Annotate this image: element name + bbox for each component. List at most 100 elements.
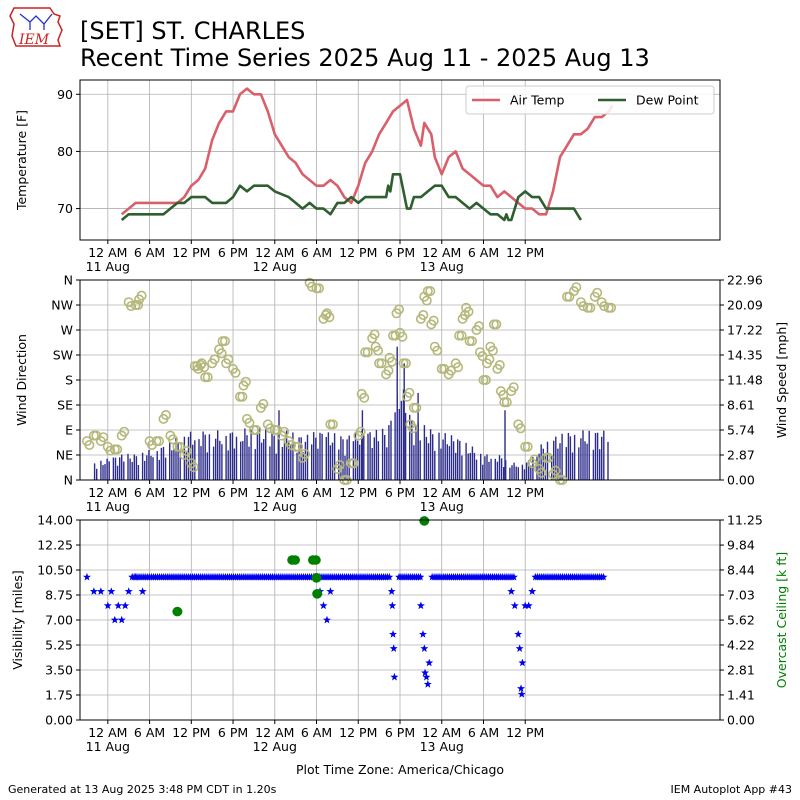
- visibility-point: [507, 587, 516, 595]
- y-tick-label: SE: [57, 398, 73, 413]
- wind-speed-bar: [242, 441, 244, 480]
- visibility-point: [96, 587, 105, 595]
- x-tick-label: 12 AM: [255, 485, 294, 500]
- wind-speed-bar: [455, 452, 457, 480]
- wind-speed-bar: [185, 452, 188, 480]
- x-tick-date: 13 Aug: [420, 739, 464, 754]
- wind-direction-point: [487, 345, 498, 356]
- wind-direction-point: [334, 459, 345, 470]
- y-tick-label: S: [65, 373, 73, 388]
- wind-speed-bar: [400, 400, 403, 480]
- wind-direction-point: [418, 309, 429, 320]
- wind-speed-bar: [490, 458, 492, 480]
- wind-speed-bar: [521, 464, 524, 480]
- x-tick-label: 12 PM: [172, 725, 210, 740]
- wind-speed-bar: [123, 461, 125, 480]
- y2-tick-label: 8.44: [727, 562, 755, 577]
- y2-tick-label: 11.25: [727, 513, 763, 528]
- wind-speed-bar: [212, 446, 215, 480]
- wind-speed-bar: [302, 452, 304, 480]
- y-axis-label: Temperature [F]: [14, 110, 29, 211]
- wind-direction-point: [466, 336, 477, 347]
- wind-speed-bar: [311, 444, 313, 480]
- visibility-point: [107, 587, 116, 595]
- x-tick-label: 6 AM: [134, 245, 165, 260]
- wind-direction-points: [82, 277, 617, 485]
- wind-speed-bar: [258, 428, 261, 480]
- wind-direction-point: [376, 358, 387, 369]
- x-tick-date: 12 Aug: [253, 259, 297, 274]
- y-tick-label: 5.25: [45, 638, 73, 653]
- wind-speed-bar: [235, 436, 238, 480]
- x-tick-date: 11 Aug: [86, 739, 130, 754]
- visibility-point: [124, 587, 133, 595]
- visibility-point: [121, 601, 130, 610]
- wind-speed-bar: [340, 436, 342, 480]
- timezone-label: Plot Time Zone: America/Chicago: [295, 762, 505, 777]
- y-tick-label: 0.00: [45, 713, 73, 728]
- visibility-point: [510, 601, 519, 610]
- wind-direction-point: [258, 398, 269, 409]
- app-credit: IEM Autoplot App #43: [670, 783, 793, 796]
- wind-direction-point: [136, 290, 147, 301]
- visibility-point: [419, 630, 427, 638]
- y-tick-label: 90: [57, 87, 73, 102]
- x-tick-label: 6 AM: [468, 245, 499, 260]
- wind-speed-bar: [503, 467, 505, 480]
- station-network-icon: [19, 13, 53, 30]
- y2-tick-label: 20.09: [727, 298, 763, 313]
- wind-speed-bar: [263, 439, 265, 480]
- wind-speed-bar: [384, 435, 386, 480]
- wind-speed-bar: [363, 435, 365, 480]
- wind-direction-point: [536, 467, 547, 478]
- x-tick-date: 12 Aug: [253, 499, 297, 514]
- wind-speed-bar: [367, 433, 369, 480]
- chart-title-line-2: Recent Time Series 2025 Aug 11 - 2025 Au…: [80, 44, 650, 72]
- y2-tick-label: 9.84: [727, 538, 755, 553]
- wind-speed-bar: [281, 446, 284, 480]
- visibility-point: [388, 601, 397, 610]
- wind-speed-bar: [398, 409, 400, 480]
- y-tick-label: 70: [57, 201, 73, 216]
- visibility-point: [89, 587, 98, 595]
- wind-speed-bar: [505, 460, 507, 480]
- x-tick-label: 12 PM: [339, 485, 377, 500]
- wind-direction-point: [484, 354, 495, 365]
- wind-direction-point: [220, 336, 231, 347]
- wind-direction-point: [216, 348, 227, 359]
- ceiling-points: [172, 516, 430, 617]
- wind-direction-point: [393, 304, 404, 315]
- wind-direction-point: [400, 358, 411, 369]
- wind-direction-point: [501, 397, 512, 408]
- wind-speed-bar: [260, 442, 263, 480]
- wind-speed-bar: [446, 444, 448, 480]
- wind-direction-point: [244, 417, 255, 428]
- ceiling-point: [290, 555, 300, 565]
- x-tick-label: 6 AM: [301, 245, 332, 260]
- wind-speed-bar: [546, 441, 549, 480]
- wind-speed-bar: [423, 425, 426, 480]
- visibility-point: [390, 672, 399, 681]
- wind-speed-bar: [121, 454, 123, 480]
- wind-speed-bar: [419, 440, 421, 480]
- wind-direction-point: [397, 331, 408, 342]
- wind-speed-bar: [498, 455, 501, 480]
- x-tick-label: 12 PM: [506, 725, 544, 740]
- y2-tick-label: 22.96: [727, 273, 763, 288]
- visibility-point: [326, 587, 335, 595]
- visibility-point: [528, 587, 537, 595]
- visibility-point: [110, 615, 119, 624]
- wind-speed-bar: [204, 434, 206, 480]
- wind-direction-point: [355, 426, 366, 437]
- wind-direction-point: [160, 409, 171, 420]
- y2-axis-label: Wind Speed [mph]: [774, 322, 789, 438]
- wind-speed-bar: [319, 432, 321, 480]
- logo-text: IEM: [18, 32, 50, 48]
- y-axis-label: Visibility [miles]: [10, 570, 25, 669]
- wind-speed-bar: [160, 447, 163, 480]
- visibility-point: [385, 572, 394, 581]
- wind-speed-bar: [187, 436, 190, 480]
- wind-speed-bar: [129, 458, 131, 480]
- x-tick-label: 12 PM: [506, 245, 544, 260]
- wind-speed-bar: [425, 436, 428, 480]
